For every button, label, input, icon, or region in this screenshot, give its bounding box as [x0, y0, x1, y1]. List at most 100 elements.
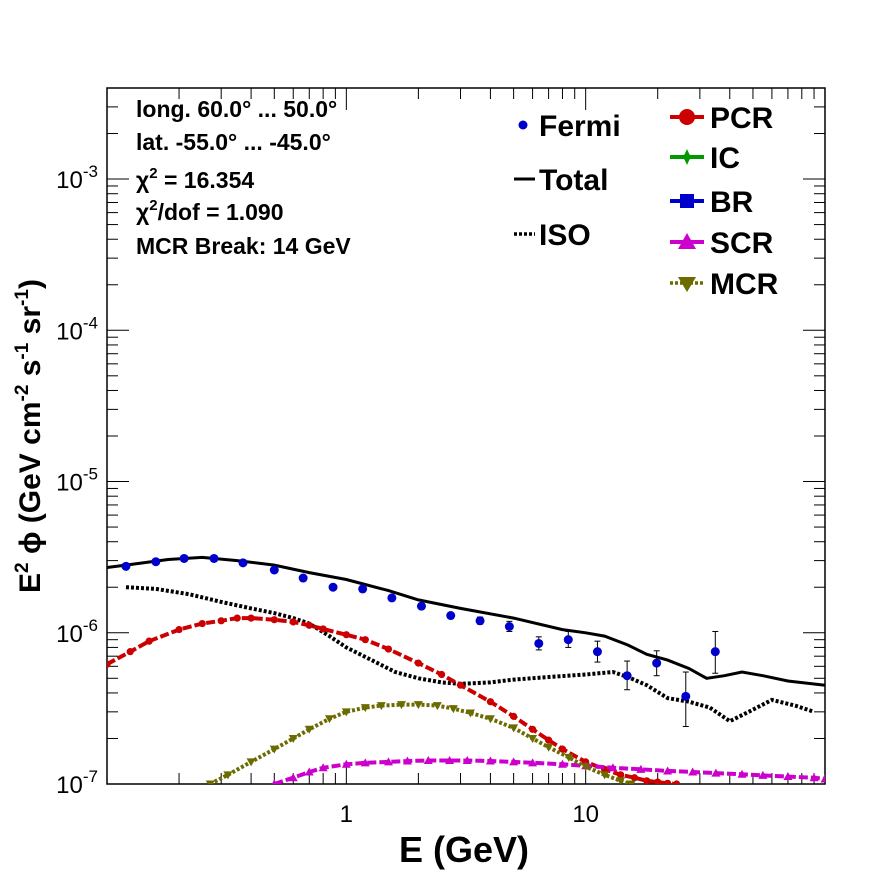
fermi-point [238, 558, 248, 568]
legend-item-ic: IC [670, 142, 740, 175]
series-mcr-point [205, 780, 215, 784]
y-tick-label: 10-3 [56, 162, 98, 194]
series-scr-point [663, 766, 673, 775]
series-pcr-point [643, 777, 651, 784]
legend-label-fermi: Fermi [539, 110, 621, 143]
series-scr-point [688, 767, 698, 776]
legend-label-pcr: PCR [710, 102, 774, 135]
series-pcr-point [558, 745, 567, 753]
series-mcr-point [324, 715, 334, 724]
fermi-point [652, 658, 662, 668]
series-pcr-point [528, 725, 537, 733]
series-scr-point [608, 763, 618, 772]
series-pcr-point [654, 778, 662, 784]
series-scr-point [423, 756, 433, 765]
legend-label-total: Total [539, 164, 608, 197]
series-scr-point [341, 759, 351, 768]
series-scr-point [402, 756, 412, 765]
series-pcr-point [384, 645, 393, 653]
series-scr-point [288, 773, 298, 782]
fermi-point [358, 584, 368, 594]
series-scr-point [383, 757, 393, 766]
series-pcr-point [305, 621, 313, 629]
series-scr-point [462, 756, 472, 765]
fermi-point [446, 611, 456, 621]
y-axis-label: E2 ϕ (GeV cm-2 s-1 sr-1) [12, 279, 47, 593]
series-scr-point [271, 779, 277, 784]
series-pcr-point [437, 670, 446, 679]
fermi-point [328, 582, 338, 592]
series-scr-point [304, 767, 314, 776]
series-total-line [107, 555, 825, 687]
series-scr-point [509, 757, 519, 766]
y-tick-label: 10-5 [56, 465, 98, 497]
series-pcr-point [107, 660, 111, 668]
series-mcr-point [288, 734, 298, 743]
fermi-point [298, 573, 308, 583]
series-pcr-point [361, 636, 369, 644]
fermi-point [504, 622, 514, 632]
series-mcr-point [544, 743, 554, 752]
fermi-point [475, 616, 485, 626]
fermi-point [387, 593, 397, 603]
series-pcr-point [198, 619, 206, 628]
y-tick-label: 10-4 [56, 313, 98, 345]
series-pcr-point [456, 681, 465, 689]
annotation-latitude: lat. -55.0° ... -45.0° [136, 129, 331, 155]
annotation-mcr-break: MCR Break: 14 GeV [136, 233, 351, 259]
series-pcr-point [126, 648, 134, 656]
x-axis-label: E (GeV) [399, 829, 529, 870]
series-pcr-point [510, 712, 518, 720]
series-pcr-point [673, 780, 681, 784]
legend-marker-fermi [518, 120, 528, 130]
series-pcr-point [217, 617, 225, 625]
series-iso-line [125, 585, 815, 724]
legend-item-pcr: PCR [670, 102, 774, 135]
x-tick-label: 10 [572, 801, 599, 828]
series-scr-point [557, 759, 567, 768]
legend-marker-mcr [678, 277, 696, 292]
fermi-point [151, 557, 161, 567]
fermi-point [534, 638, 544, 648]
series-scr-point [783, 772, 793, 781]
series-scr-point [758, 770, 768, 779]
series-scr-point [485, 756, 495, 765]
fermi-point [209, 553, 219, 563]
series-scr-point [809, 773, 819, 782]
series-mcr-point [448, 705, 458, 714]
legend-item-total: Total [514, 164, 608, 197]
legend: Fermi Total ISO PCR IC BR SCR [514, 102, 779, 301]
series-pcr-point [247, 614, 255, 622]
y-tick-label: 10-6 [56, 616, 98, 648]
series-layer [107, 555, 825, 784]
series-mcr-point [528, 734, 538, 743]
series-scr-point [737, 769, 747, 778]
series-pcr-point [175, 625, 183, 634]
fermi-point [622, 671, 632, 681]
series-mcr-point [413, 701, 423, 710]
series-pcr-point [233, 614, 241, 622]
legend-marker-scr [678, 233, 696, 249]
annotation-chi2-dof: χ2/dof = 1.090 [136, 197, 284, 225]
series-pcr-point [270, 616, 278, 624]
fermi-point [179, 553, 189, 563]
legend-item-br: BR [670, 186, 754, 219]
series-pcr-line [107, 616, 677, 784]
series-pcr-point [664, 779, 672, 784]
series-mcr-point [341, 708, 351, 717]
series-pcr-point [145, 637, 153, 645]
axis-ticks [106, 87, 825, 785]
series-mcr-point [465, 709, 475, 718]
legend-label-br: BR [710, 186, 754, 219]
fermi-point [269, 565, 279, 575]
y-tick-label: 10-7 [56, 767, 98, 799]
legend-marker-ic [679, 149, 695, 165]
series-scr-point [360, 758, 370, 767]
series-pcr-point [544, 736, 553, 744]
fermi-point [563, 635, 573, 645]
legend-item-scr: SCR [670, 227, 774, 260]
series-scr-line [273, 758, 825, 784]
series-mcr-point [485, 715, 495, 724]
legend-label-iso: ISO [539, 219, 591, 252]
legend-label-mcr: MCR [710, 268, 779, 301]
